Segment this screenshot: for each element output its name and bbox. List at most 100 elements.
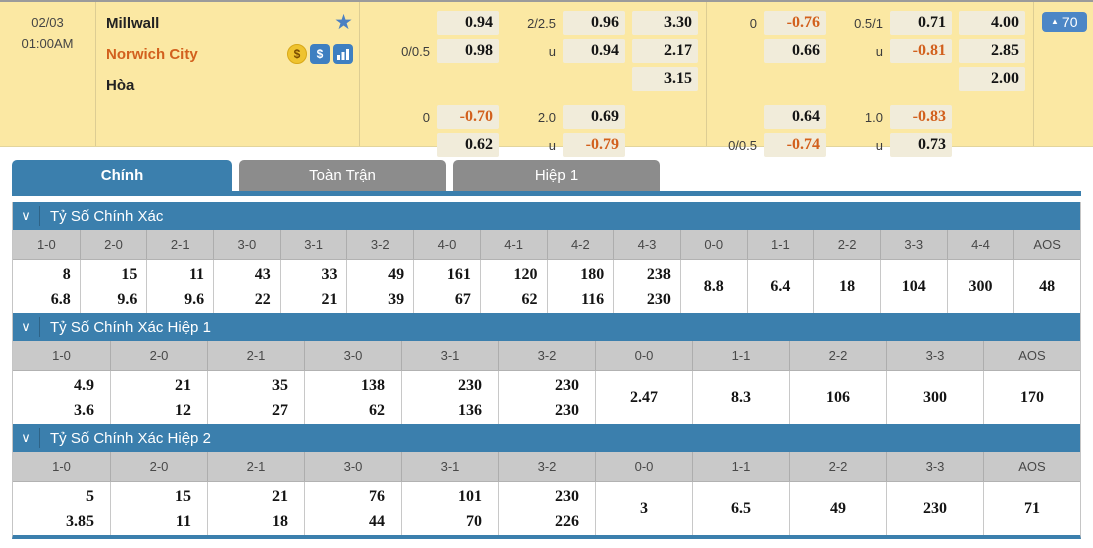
section-header-correct-score-h1[interactable]: ∨ Tỷ Số Chính Xác Hiệp 1	[13, 313, 1080, 341]
score-odds-pair: 35 27	[207, 371, 304, 424]
ah-line-label: 0	[749, 15, 757, 31]
score-header-cell: 1-0	[52, 348, 71, 363]
score-header-cell: 2-2	[789, 452, 886, 481]
ou-odds-over[interactable]: 0.96	[563, 11, 625, 35]
divider	[39, 428, 40, 448]
score-odds-pair: 138 62	[304, 371, 401, 424]
score-header-cell: 3-3	[879, 230, 947, 259]
ou-odds-under[interactable]: 0.94	[563, 39, 625, 63]
odds-block-main: 0.94 2/2.5 0.96 3.30 0/0.5 0.98 u 0.94 2…	[360, 2, 707, 157]
ah2-odds-away[interactable]: 0.62	[437, 133, 499, 157]
score-odds-single: 8.8	[679, 260, 747, 313]
score-header-cell: 1-0	[52, 459, 71, 474]
x12-odds-draw[interactable]: 3.15	[632, 67, 698, 91]
odds-block-half: 0 -0.76 0.5/1 0.71 4.00 0.66 u -0.81 2.8…	[707, 2, 1034, 157]
chevron-down-icon[interactable]: ∨	[21, 208, 31, 223]
ah-odds-away[interactable]: 0.98	[437, 39, 499, 63]
ou2-odds-over[interactable]: 0.69	[563, 105, 625, 129]
badge-column: ▲ 70	[1034, 2, 1093, 146]
score-header-cell: 2-1	[207, 341, 304, 370]
ah2-line-label: 0/0.5	[728, 137, 757, 153]
score-header-row: 1-0 2-0 2-1 3-0 3-1 3-2 4-0 4-1 4-2 4-3 …	[13, 230, 1080, 260]
ou-odds-over[interactable]: 0.71	[890, 11, 952, 35]
score-odds-pair: 101 70	[401, 482, 498, 535]
score-odds-pair: 43 22	[213, 260, 280, 313]
ah2-odds-home[interactable]: -0.70	[437, 105, 499, 129]
ah-line-label: 0/0.5	[401, 43, 430, 59]
score-odds-single: 18	[813, 260, 880, 313]
ou2-under-label: u	[875, 137, 883, 153]
x12-odds-draw[interactable]: 2.00	[959, 67, 1025, 91]
score-odds-single: 230	[886, 482, 983, 535]
home-team-name[interactable]: Millwall	[106, 14, 160, 32]
tab-hiep-1[interactable]: Hiệp 1	[453, 160, 660, 191]
ah-odds-home[interactable]: 0.94	[437, 11, 499, 35]
x12-odds-home[interactable]: 4.00	[959, 11, 1025, 35]
score-header-cell: 2-2	[813, 230, 880, 259]
score-header-cell: 2-0	[110, 341, 207, 370]
score-odds-pair: 161 67	[413, 260, 480, 313]
tab-chinh[interactable]: Chính	[12, 160, 232, 191]
score-odds-single: 300	[886, 371, 983, 424]
teams-column: Millwall ★ Norwich City $ $ Hòa	[96, 2, 360, 146]
score-odds-pair: 76 44	[304, 482, 401, 535]
score-header-row: 1-0 2-0 2-1 3-0 3-1 3-2 0-0 1-1 2-2 3-3 …	[13, 452, 1080, 482]
score-header-cell: 3-2	[498, 341, 595, 370]
ou-odds-under[interactable]: -0.81	[890, 39, 952, 63]
score-odds-single: 48	[1013, 260, 1080, 313]
score-header-cell: 1-1	[692, 341, 789, 370]
score-odds-pair: 15 9.6	[79, 260, 147, 313]
match-odds-panel: 02/03 01:00AM Millwall ★ Norwich City $ …	[0, 0, 1093, 157]
score-header-cell: 2-2	[789, 341, 886, 370]
section-title: Tỷ Số Chính Xác Hiệp 1	[50, 318, 211, 336]
ah2-odds-home[interactable]: 0.64	[764, 105, 826, 129]
score-header-cell: 0-0	[679, 230, 747, 259]
score-header-cell: 3-1	[401, 452, 498, 481]
x12-odds-home[interactable]: 3.30	[632, 11, 698, 35]
away-team-row: Norwich City $ $	[106, 41, 353, 67]
chevron-down-icon[interactable]: ∨	[21, 430, 31, 445]
score-odds-pair: 8 6.8	[50, 266, 71, 308]
ah2-odds-away[interactable]: -0.74	[764, 133, 826, 157]
score-header-cell: 3-0	[304, 452, 401, 481]
score-odds-single: 71	[983, 482, 1080, 535]
divider	[39, 317, 40, 337]
ah-odds-home[interactable]: -0.76	[764, 11, 826, 35]
up-arrow-icon: ▲	[1051, 17, 1059, 26]
score-header-cell: 0-0	[595, 341, 692, 370]
section-header-correct-score-h2[interactable]: ∨ Tỷ Số Chính Xác Hiệp 2	[13, 424, 1080, 452]
chevron-down-icon[interactable]: ∨	[21, 319, 31, 334]
match-datetime: 02/03 01:00AM	[0, 2, 96, 146]
score-odds-pair: 33 21	[279, 260, 347, 313]
score-odds-pair: 21 12	[110, 371, 207, 424]
coin-odds-icon[interactable]: $	[287, 44, 307, 64]
ou2-odds-over[interactable]: -0.83	[890, 105, 952, 129]
ou-line-label: 2/2.5	[527, 15, 556, 31]
more-odds-badge[interactable]: ▲ 70	[1042, 11, 1087, 32]
x12-odds-away[interactable]: 2.17	[632, 39, 698, 63]
score-odds-pair: 120 62	[479, 260, 547, 313]
ah-odds-away[interactable]: 0.66	[764, 39, 826, 63]
tab-toan-tran[interactable]: Toàn Trận	[239, 160, 446, 191]
score-header-cell: 3-0	[213, 230, 280, 259]
score-odds-row: 8 6.8 15 9.6 11 9.6 43 22 33 21 49 39 161 67 12…	[13, 260, 1080, 313]
dollar-odds-icon[interactable]: $	[310, 44, 330, 64]
away-team-name[interactable]: Norwich City	[106, 45, 198, 63]
bar-chart-icon[interactable]	[333, 44, 353, 64]
score-header-cell: 0-0	[595, 452, 692, 481]
favorite-star-icon[interactable]: ★	[334, 11, 353, 34]
score-odds-pair: 4.9 3.6	[74, 377, 94, 419]
score-odds-pair: 5 3.85	[66, 488, 94, 530]
score-odds-single: 6.5	[692, 482, 789, 535]
home-team-row: Millwall ★	[106, 10, 353, 36]
ou2-odds-under[interactable]: -0.79	[563, 133, 625, 157]
score-header-cell: 4-0	[413, 230, 480, 259]
x12-odds-away[interactable]: 2.85	[959, 39, 1025, 63]
section-header-correct-score[interactable]: ∨ Tỷ Số Chính Xác	[13, 202, 1080, 230]
section-title: Tỷ Số Chính Xác	[50, 207, 164, 225]
score-header-cell: 3-1	[401, 341, 498, 370]
score-odds-single: 6.4	[746, 260, 814, 313]
section-title: Tỷ Số Chính Xác Hiệp 2	[50, 429, 211, 447]
ou2-odds-under[interactable]: 0.73	[890, 133, 952, 157]
score-odds-pair: 230 136	[401, 371, 498, 424]
